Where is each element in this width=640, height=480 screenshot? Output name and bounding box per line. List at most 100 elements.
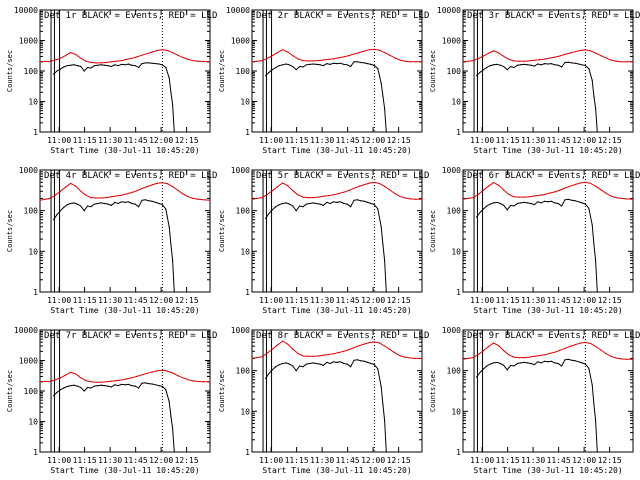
detector-panel-7: Det 7r BLACK = Events, RED = LLD 1 10 100 10… bbox=[6, 326, 217, 475]
data-point-events bbox=[271, 209, 273, 211]
data-point-events bbox=[117, 65, 119, 67]
data-point-lld bbox=[44, 198, 46, 200]
data-point-events bbox=[584, 203, 587, 205]
data-point-lld bbox=[503, 350, 505, 352]
data-point-events bbox=[516, 64, 519, 66]
data-point-events bbox=[59, 389, 62, 391]
y-tick-label: 10 bbox=[240, 98, 250, 107]
data-point-lld bbox=[338, 57, 340, 59]
data-point-events bbox=[155, 384, 157, 386]
detector-panel-2: Det 2r BLACK = Events, RED = LLD 1 10 100 10… bbox=[218, 6, 429, 155]
data-point-lld bbox=[251, 61, 253, 63]
data-point-events bbox=[520, 202, 522, 204]
y-tick-label: 10 bbox=[240, 407, 250, 416]
data-point-lld bbox=[574, 344, 576, 346]
data-point-lld bbox=[302, 196, 304, 198]
x-tick-label: 11:30 bbox=[310, 296, 334, 305]
data-point-events bbox=[382, 95, 384, 97]
y-tick-label: 10 bbox=[451, 98, 461, 107]
data-point-events bbox=[333, 361, 335, 363]
data-point-lld bbox=[559, 349, 561, 351]
series-line-lld bbox=[39, 49, 211, 64]
data-point-events bbox=[333, 201, 335, 203]
data-point-lld bbox=[44, 60, 46, 63]
data-point-events bbox=[564, 61, 566, 64]
data-point-lld bbox=[256, 60, 258, 62]
y-tick-label: 10 bbox=[451, 407, 461, 416]
data-point-lld bbox=[399, 195, 401, 197]
x-tick-label: 12:00 bbox=[572, 136, 596, 145]
data-point-lld bbox=[523, 357, 525, 359]
x-tick-label: 11:00 bbox=[259, 296, 283, 305]
series-line-events bbox=[53, 62, 175, 133]
data-point-events bbox=[80, 65, 82, 68]
x-tick-label: 11:45 bbox=[547, 296, 571, 305]
data-point-lld bbox=[266, 352, 268, 354]
data-point-events bbox=[172, 103, 174, 106]
data-point-lld bbox=[49, 197, 51, 199]
data-point-events bbox=[173, 291, 175, 293]
data-point-events bbox=[90, 206, 92, 208]
data-point-events bbox=[377, 208, 379, 210]
data-point-events bbox=[384, 419, 386, 421]
data-point-events bbox=[380, 386, 382, 388]
data-point-lld bbox=[75, 373, 77, 375]
x-tick-label: 11:15 bbox=[285, 296, 309, 305]
data-point-events bbox=[148, 62, 150, 64]
data-point-lld bbox=[353, 53, 355, 55]
data-point-lld bbox=[348, 55, 350, 57]
data-point-events bbox=[533, 364, 536, 366]
data-point-events bbox=[265, 377, 267, 379]
data-point-events bbox=[309, 202, 311, 205]
data-point-lld bbox=[100, 197, 102, 199]
data-point-lld bbox=[564, 187, 566, 189]
data-point-events bbox=[278, 65, 280, 67]
y-tick-label: 1000 bbox=[442, 326, 461, 335]
x-tick-label: 11:15 bbox=[496, 456, 520, 465]
data-point-lld bbox=[482, 189, 484, 191]
data-point-events bbox=[141, 199, 143, 201]
y-tick-label: 100 bbox=[447, 207, 462, 216]
data-point-events bbox=[513, 66, 515, 69]
data-point-events bbox=[73, 202, 75, 204]
data-point-lld bbox=[177, 189, 179, 191]
data-point-events bbox=[124, 384, 126, 386]
data-point-lld bbox=[421, 357, 423, 359]
data-point-lld bbox=[256, 197, 258, 199]
panel-title: Det 9r BLACK = Events, RED = LLD bbox=[467, 331, 640, 341]
data-point-lld bbox=[348, 349, 350, 351]
data-point-events bbox=[561, 66, 563, 68]
data-point-lld bbox=[632, 358, 634, 360]
data-point-lld bbox=[70, 52, 72, 54]
data-point-events bbox=[537, 63, 539, 65]
data-point-events bbox=[596, 291, 598, 293]
data-point-lld bbox=[615, 197, 617, 199]
data-point-lld bbox=[569, 185, 571, 187]
data-point-lld bbox=[192, 60, 194, 62]
data-point-lld bbox=[358, 345, 360, 347]
data-point-lld bbox=[261, 60, 263, 62]
data-point-lld bbox=[384, 185, 386, 187]
data-point-events bbox=[134, 65, 136, 67]
data-point-events bbox=[382, 243, 384, 245]
data-point-lld bbox=[172, 186, 174, 188]
data-point-events bbox=[350, 366, 352, 368]
x-axis-label: Start Time (30-Jul-11 10:45:20) bbox=[262, 306, 411, 315]
x-tick-label: 11:30 bbox=[98, 136, 122, 145]
panel-title: Det 4r BLACK = Events, RED = LLD bbox=[44, 171, 217, 181]
data-point-events bbox=[591, 224, 593, 226]
data-point-lld bbox=[389, 54, 391, 56]
data-point-lld bbox=[574, 51, 576, 53]
y-axis-label: Counts/sec bbox=[429, 370, 437, 412]
data-point-lld bbox=[384, 345, 386, 347]
x-tick-label: 11:45 bbox=[124, 136, 148, 145]
data-point-lld bbox=[75, 53, 77, 56]
data-point-lld bbox=[151, 51, 153, 53]
data-point-events bbox=[360, 200, 362, 202]
series-line-lld bbox=[462, 181, 634, 200]
data-point-lld bbox=[620, 61, 622, 63]
data-point-events bbox=[83, 390, 85, 392]
data-point-lld bbox=[528, 196, 530, 198]
data-point-lld bbox=[146, 372, 148, 374]
data-point-lld bbox=[59, 57, 62, 59]
